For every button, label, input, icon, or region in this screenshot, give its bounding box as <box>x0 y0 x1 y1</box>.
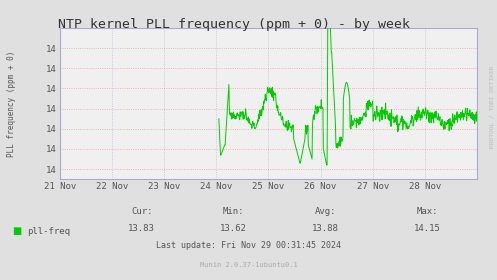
Text: 13.62: 13.62 <box>220 224 247 233</box>
Text: ■: ■ <box>12 226 22 236</box>
Text: Cur:: Cur: <box>131 207 153 216</box>
Text: RRDTOOL / TOBI OETIKER: RRDTOOL / TOBI OETIKER <box>490 65 495 148</box>
Text: Avg:: Avg: <box>315 207 336 216</box>
Text: 14.15: 14.15 <box>414 224 441 233</box>
Text: Min:: Min: <box>223 207 245 216</box>
Text: pll-freq: pll-freq <box>27 227 71 235</box>
Text: 13.88: 13.88 <box>312 224 339 233</box>
Text: 13.83: 13.83 <box>128 224 155 233</box>
Text: Munin 2.0.37-1ubuntu0.1: Munin 2.0.37-1ubuntu0.1 <box>200 262 297 268</box>
Text: Last update: Fri Nov 29 00:31:45 2024: Last update: Fri Nov 29 00:31:45 2024 <box>156 241 341 250</box>
Text: NTP kernel PLL frequency (ppm + 0) - by week: NTP kernel PLL frequency (ppm + 0) - by … <box>58 18 410 31</box>
Text: Max:: Max: <box>416 207 438 216</box>
Text: PLL frequency (ppm + 0): PLL frequency (ppm + 0) <box>7 50 16 157</box>
